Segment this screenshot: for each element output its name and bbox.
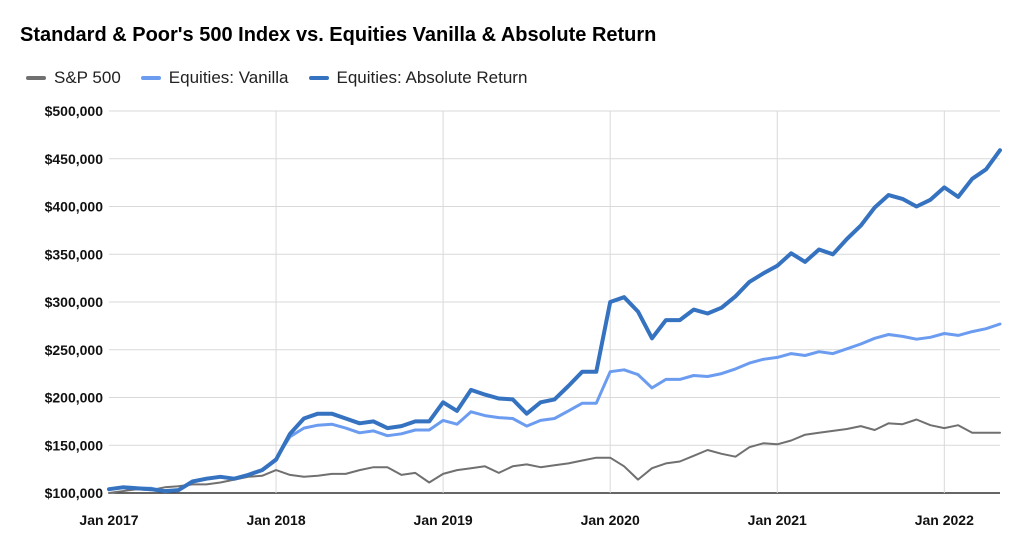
- y-tick-label: $250,000: [45, 342, 104, 358]
- x-tick-label: Jan 2019: [414, 512, 473, 528]
- legend-swatch-absolute-return: [308, 76, 329, 80]
- y-axis-ticks: $500,000 $450,000 $400,000 $350,000 $300,000…: [45, 103, 104, 501]
- x-tick-label: Jan 2021: [748, 512, 807, 528]
- legend-item-sp500: S&P 500: [26, 68, 121, 88]
- legend-label-vanilla: Equities: Vanilla: [168, 68, 289, 87]
- y-tick-label: $100,000: [45, 485, 104, 501]
- legend-item-absolute-return: Equities: Absolute Return: [308, 68, 528, 88]
- x-tick-label: Jan 2018: [246, 512, 305, 528]
- legend-label-absolute-return: Equities: Absolute Return: [336, 68, 528, 87]
- chart-title: Standard & Poor's 500 Index vs. Equities…: [20, 24, 657, 46]
- x-tick-label: Jan 2017: [79, 512, 138, 528]
- x-tick-label: Jan 2020: [581, 512, 640, 528]
- series-line-absolute-return: [107, 148, 1002, 494]
- legend-swatch-sp500: [26, 76, 46, 80]
- y-tick-label: $450,000: [45, 151, 104, 167]
- y-tick-label: $350,000: [45, 246, 104, 262]
- y-tick-label: $400,000: [45, 199, 104, 215]
- y-tick-label: $150,000: [45, 437, 104, 453]
- legend-item-vanilla: Equities: Vanilla: [140, 68, 289, 88]
- y-tick-label: $200,000: [45, 390, 104, 406]
- y-tick-label: $300,000: [45, 294, 104, 310]
- legend: S&P 500 Equities: Vanilla Equities: Abso…: [26, 68, 547, 88]
- x-axis-ticks: Jan 2017 Jan 2018 Jan 2019 Jan 2020 Jan 2021…: [79, 512, 974, 528]
- legend-swatch-vanilla: [140, 76, 161, 80]
- gridlines: [109, 110, 1000, 494]
- y-tick-label: $500,000: [45, 103, 104, 119]
- legend-label-sp500: S&P 500: [54, 68, 121, 87]
- series-line-sp500: [108, 418, 1001, 494]
- x-tick-label: Jan 2022: [915, 512, 974, 528]
- series-lines: [107, 148, 1002, 494]
